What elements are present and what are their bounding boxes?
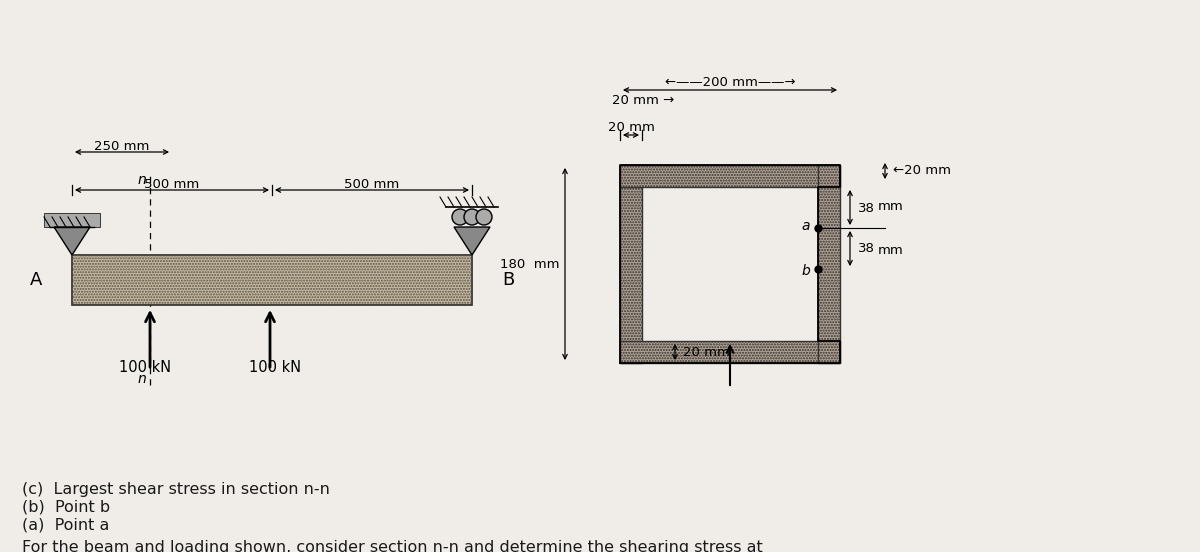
Text: 500 mm: 500 mm (344, 178, 400, 191)
Text: n: n (138, 372, 146, 386)
Text: B: B (502, 271, 515, 289)
Bar (620, 165, 840, 187)
Text: mm: mm (878, 245, 904, 257)
Circle shape (464, 209, 480, 225)
Polygon shape (54, 227, 90, 255)
Text: ←——200 mm——→: ←——200 mm——→ (665, 76, 796, 89)
Text: (a)  Point a: (a) Point a (22, 518, 109, 533)
Text: 100 kN: 100 kN (248, 360, 301, 375)
Text: 20 mm →: 20 mm → (612, 93, 674, 107)
Polygon shape (454, 227, 490, 255)
Text: 250 mm: 250 mm (95, 140, 150, 153)
Circle shape (476, 209, 492, 225)
Text: (c)  Largest shear stress in section n-n: (c) Largest shear stress in section n-n (22, 482, 330, 497)
Text: mm: mm (878, 199, 904, 213)
Text: For the beam and loading shown, consider section n-n and determine the shearing : For the beam and loading shown, consider… (22, 540, 763, 552)
Text: a: a (802, 219, 810, 233)
Bar (620, 341, 840, 363)
Bar (818, 165, 840, 363)
Text: 20 mm: 20 mm (683, 346, 730, 358)
Text: (b)  Point b: (b) Point b (22, 500, 110, 515)
Text: n: n (138, 173, 146, 187)
Bar (72, 255, 472, 305)
Text: 500 mm: 500 mm (144, 178, 199, 191)
Text: 38: 38 (858, 242, 875, 256)
Text: 38: 38 (858, 201, 875, 215)
Text: 20 mm: 20 mm (607, 121, 654, 134)
Text: ←20 mm: ←20 mm (893, 164, 952, 178)
Text: 180  mm: 180 mm (500, 257, 560, 270)
Text: b: b (802, 264, 810, 278)
Bar (620, 165, 642, 363)
Text: A: A (30, 271, 42, 289)
Circle shape (452, 209, 468, 225)
Text: 100 kN: 100 kN (119, 360, 172, 375)
Bar (44, 213, 100, 227)
Bar (72, 255, 472, 305)
